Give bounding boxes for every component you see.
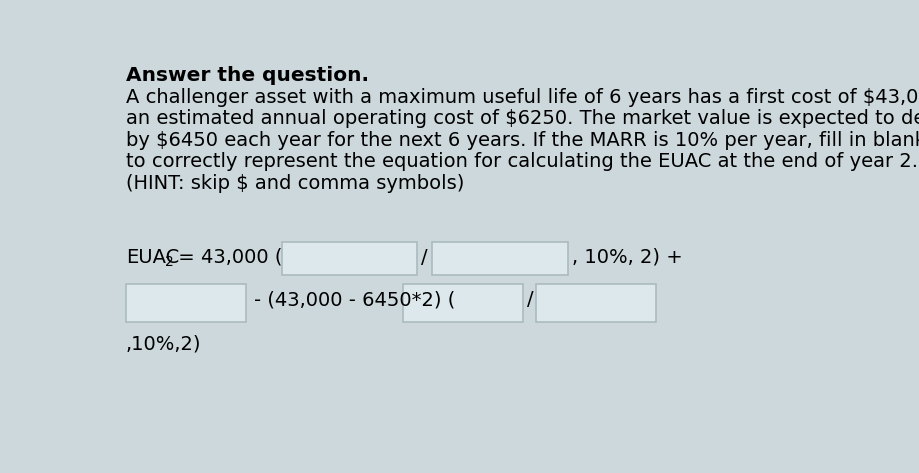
Text: to correctly represent the equation for calculating the EUAC at the end of year : to correctly represent the equation for … [126, 152, 917, 171]
Text: (HINT: skip $ and comma symbols): (HINT: skip $ and comma symbols) [126, 174, 464, 193]
Text: Answer the question.: Answer the question. [126, 66, 369, 85]
Text: , 10%, 2) +: , 10%, 2) + [572, 248, 682, 267]
FancyBboxPatch shape [535, 284, 655, 323]
Text: A challenger asset with a maximum useful life of 6 years has a first cost of $43: A challenger asset with a maximum useful… [126, 88, 919, 106]
FancyBboxPatch shape [432, 242, 567, 275]
Text: - (43,000 - 6450*2) (: - (43,000 - 6450*2) ( [254, 290, 455, 309]
Text: = 43,000 (: = 43,000 ( [172, 248, 282, 267]
Text: /: / [421, 248, 427, 267]
Text: /: / [526, 290, 533, 309]
FancyBboxPatch shape [281, 242, 417, 275]
Text: an estimated annual operating cost of $6250. The market value is expected to dec: an estimated annual operating cost of $6… [126, 109, 919, 128]
Text: EUAC: EUAC [126, 248, 179, 267]
Text: ,10%,2): ,10%,2) [126, 335, 201, 354]
FancyBboxPatch shape [403, 284, 522, 323]
FancyBboxPatch shape [126, 284, 245, 323]
Text: 2: 2 [165, 254, 173, 269]
Text: by $6450 each year for the next 6 years. If the MARR is 10% per year, fill in bl: by $6450 each year for the next 6 years.… [126, 131, 919, 149]
